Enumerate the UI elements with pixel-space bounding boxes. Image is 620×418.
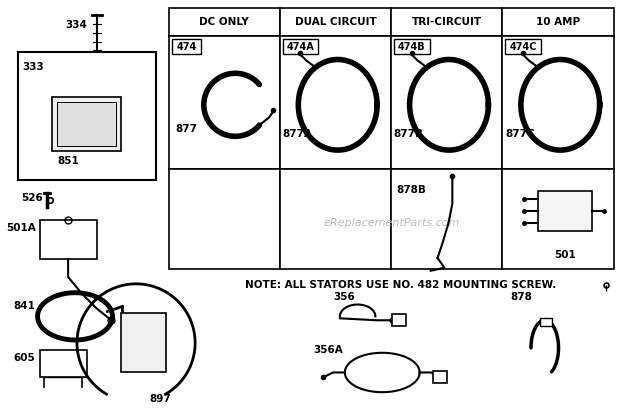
Bar [57, 102, 117, 146]
Text: 878B: 878B [396, 185, 426, 195]
Bar [391, 8, 502, 36]
Text: 501A: 501A [6, 223, 35, 233]
Text: 897: 897 [150, 394, 172, 404]
Text: 851: 851 [57, 156, 79, 166]
Text: 878: 878 [510, 292, 532, 302]
Bar [169, 168, 280, 269]
Text: DC ONLY: DC ONLY [199, 17, 249, 27]
Bar [172, 38, 201, 54]
Bar [280, 36, 391, 168]
Text: eReplacementParts.com: eReplacementParts.com [324, 218, 460, 228]
Text: 877A: 877A [283, 129, 312, 139]
Text: 526: 526 [20, 193, 43, 203]
Text: 877C: 877C [505, 129, 535, 139]
Bar [540, 319, 552, 326]
Bar [502, 168, 614, 269]
Bar [169, 36, 280, 168]
Text: 356: 356 [333, 292, 355, 302]
Bar [505, 38, 541, 54]
Text: 474A: 474A [286, 41, 314, 51]
Text: 841: 841 [14, 301, 35, 311]
Text: DUAL CIRCUIT: DUAL CIRCUIT [294, 17, 376, 27]
Bar [502, 36, 614, 168]
Bar [538, 191, 592, 230]
Bar [391, 168, 502, 269]
Text: 333: 333 [23, 62, 45, 72]
Bar [502, 8, 614, 36]
Text: 605: 605 [14, 353, 35, 363]
Bar [392, 314, 406, 326]
Bar [280, 8, 391, 36]
Text: 877: 877 [175, 125, 197, 135]
Text: 356A: 356A [313, 345, 343, 355]
Bar [18, 52, 156, 181]
Text: 474B: 474B [398, 41, 425, 51]
Bar [40, 220, 97, 259]
Text: TRI-CIRCUIT: TRI-CIRCUIT [412, 17, 482, 27]
Text: 474C: 474C [510, 41, 537, 51]
Bar [391, 36, 502, 168]
Text: 877B: 877B [394, 129, 424, 139]
Text: 10 AMP: 10 AMP [536, 17, 580, 27]
Bar [52, 97, 122, 151]
Bar [394, 38, 430, 54]
Bar [122, 314, 166, 372]
Text: NOTE: ALL STATORS USE NO. 482 MOUNTING SCREW.: NOTE: ALL STATORS USE NO. 482 MOUNTING S… [246, 280, 557, 290]
Text: 334: 334 [65, 20, 87, 30]
Bar [280, 168, 391, 269]
Text: 474: 474 [176, 41, 197, 51]
Bar [40, 350, 87, 377]
Bar [433, 372, 447, 383]
Bar [283, 38, 318, 54]
Bar [169, 8, 280, 36]
Text: 501: 501 [554, 250, 576, 260]
